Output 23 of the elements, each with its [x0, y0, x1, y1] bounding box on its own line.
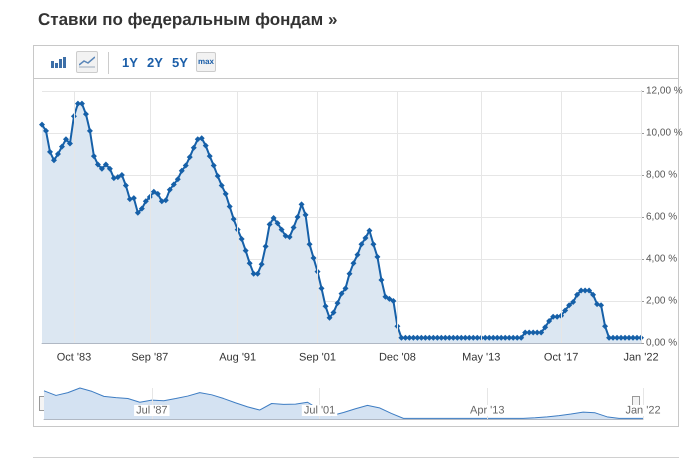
- x-tick-label: Apr '13: [470, 404, 505, 416]
- text: 5Y: [172, 55, 188, 70]
- y-tick-label: 10,00 %: [646, 128, 683, 138]
- y-tick-label: 4,00 %: [646, 254, 678, 264]
- x-tick-label: Sep '87: [131, 352, 168, 364]
- y-tick-label: 12,00 %: [646, 86, 683, 96]
- text: max: [196, 52, 216, 72]
- x-tick-label: Sep '01: [299, 352, 336, 364]
- x-tick-label: Aug '91: [219, 352, 256, 364]
- text: 1Y: [122, 55, 138, 70]
- y-tick-label: 8,00 %: [646, 170, 678, 180]
- x-tick-label: Oct '83: [56, 352, 92, 364]
- y-tick-label: 2,00 %: [646, 296, 678, 306]
- chart-title: Ставки по федеральным фондам »: [38, 10, 338, 29]
- x-tick-label: Oct '17: [544, 352, 578, 364]
- text: 2Y: [147, 55, 163, 70]
- x-tick-label: Jan '22: [625, 404, 661, 416]
- x-tick-label: Dec '08: [378, 352, 416, 364]
- y-tick-label: 6,00 %: [646, 212, 678, 222]
- x-tick-label: Jul '87: [136, 404, 168, 416]
- x-tick-label: Jan '22: [623, 352, 659, 364]
- y-tick-label: 0,00 %: [646, 338, 678, 348]
- x-tick-label: May '13: [462, 352, 500, 364]
